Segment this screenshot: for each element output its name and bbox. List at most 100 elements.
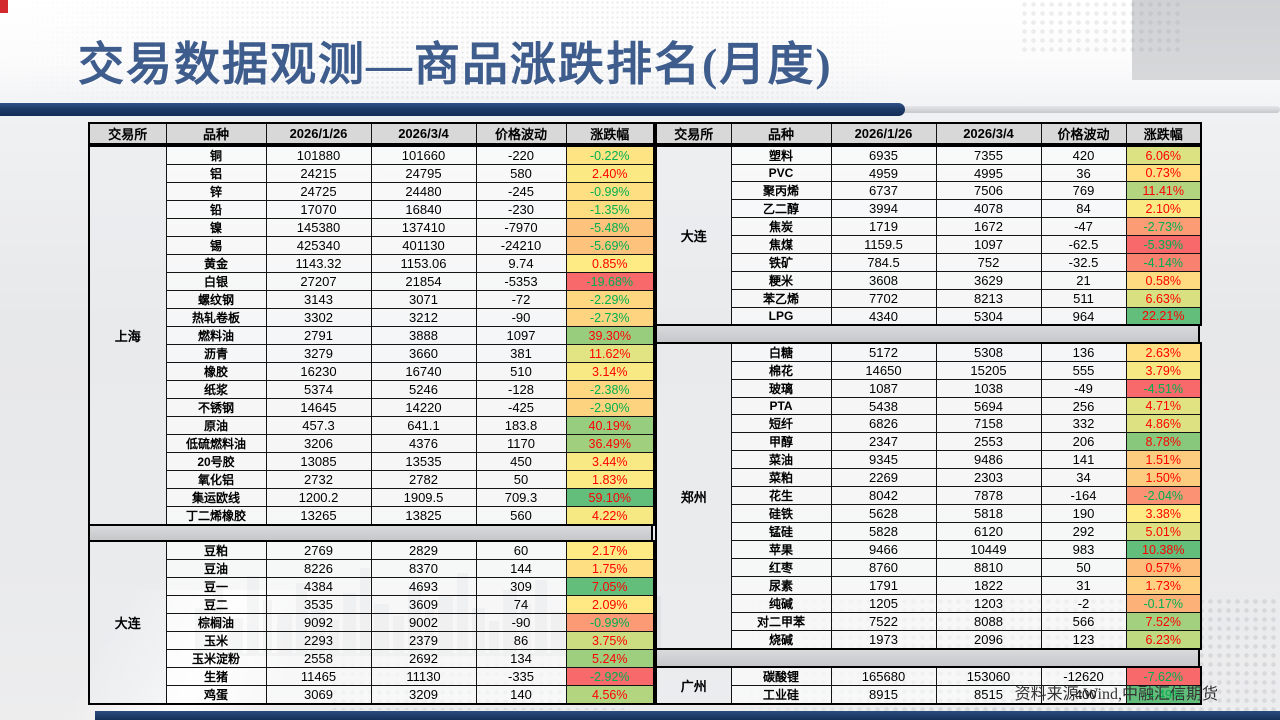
pct-change-cell: 7.05% [565, 577, 655, 596]
end-price-cell: 13825 [370, 506, 477, 526]
start-price-cell: 3994 [830, 199, 937, 218]
exchange-cell: 郑州 [655, 342, 732, 650]
start-price-cell: 2791 [265, 326, 372, 345]
start-price-cell: 5828 [830, 522, 937, 541]
price-change-cell: -47 [1040, 217, 1127, 236]
commodity-name-cell: 塑料 [730, 145, 832, 165]
end-price-cell: 5304 [935, 307, 1042, 326]
pct-change-cell: -0.22% [565, 145, 655, 165]
table-row: 玉米 2293 2379 86 3.75% [89, 631, 655, 650]
price-change-cell: 123 [1040, 630, 1127, 650]
start-price-cell: 8042 [830, 486, 937, 505]
title-underline-bar [0, 103, 905, 116]
price-change-cell: 50 [475, 470, 567, 489]
end-price-cell: 2829 [370, 540, 477, 560]
pct-change-cell: 2.10% [1125, 199, 1202, 218]
pct-change-cell: 3.44% [565, 452, 655, 471]
price-change-cell: 560 [475, 506, 567, 526]
price-change-cell: -220 [475, 145, 567, 165]
column-header-pct-change: 涨跌幅 [1125, 122, 1202, 145]
price-change-cell: -230 [475, 200, 567, 219]
pct-change-cell: -5.48% [565, 218, 655, 237]
pct-change-cell: -2.73% [1125, 217, 1202, 236]
end-price-cell: 3071 [370, 290, 477, 309]
start-price-cell: 3069 [265, 685, 372, 705]
table-row: 铝 24215 24795 580 2.40% [89, 164, 655, 183]
pct-change-cell: 5.24% [565, 649, 655, 668]
start-price-cell: 1205 [830, 594, 937, 613]
table-row: PTA 5438 5694 256 4.71% [656, 397, 1202, 415]
start-price-cell: 1159.5 [830, 235, 937, 254]
price-change-cell: 309 [475, 577, 567, 596]
end-price-cell: 3212 [370, 308, 477, 327]
commodity-name-cell: 热轧卷板 [165, 308, 267, 327]
price-change-cell: 31 [1040, 576, 1127, 595]
section-separator [655, 326, 1200, 342]
price-change-cell: 769 [1040, 181, 1127, 200]
commodity-name-cell: 锰硅 [730, 522, 832, 541]
commodity-name-cell: 原油 [165, 416, 267, 435]
start-price-cell: 3608 [830, 271, 937, 290]
price-change-cell: 21 [1040, 271, 1127, 290]
start-price-cell: 5374 [265, 380, 372, 399]
table-row: 纸浆 5374 5246 -128 -2.38% [89, 380, 655, 399]
table-row: 粳米 3608 3629 21 0.58% [656, 271, 1202, 290]
pct-change-cell: -2.90% [565, 398, 655, 417]
price-change-cell: 60 [475, 540, 567, 560]
table-header-row: 交易所 品种 2026/1/26 2026/3/4 价格波动 涨跌幅 [88, 122, 655, 145]
pct-change-cell: 0.57% [1125, 558, 1202, 577]
start-price-cell: 9345 [830, 450, 937, 469]
column-header-start-date: 2026/1/26 [830, 122, 937, 145]
commodity-name-cell: 铝 [165, 164, 267, 183]
start-price-cell: 16230 [265, 362, 372, 381]
end-price-cell: 2096 [935, 630, 1042, 650]
table-row: 豆一 4384 4693 309 7.05% [89, 577, 655, 596]
end-price-cell: 7355 [935, 145, 1042, 165]
commodity-name-cell: PTA [730, 397, 832, 415]
price-change-cell: -2 [1040, 594, 1127, 613]
commodity-name-cell: 不锈钢 [165, 398, 267, 417]
pct-change-cell: 2.40% [565, 164, 655, 183]
commodity-name-cell: 镍 [165, 218, 267, 237]
end-price-cell: 7158 [935, 414, 1042, 433]
price-change-cell: -128 [475, 380, 567, 399]
end-price-cell: 21854 [370, 272, 477, 291]
start-price-cell: 1200.2 [265, 488, 372, 507]
table-row: 大连 豆粕 2769 2829 60 2.17% [88, 540, 655, 705]
end-price-cell: 3609 [370, 595, 477, 614]
end-price-cell: 7878 [935, 486, 1042, 505]
pct-change-cell: 1.50% [1125, 468, 1202, 487]
table-row: 硅铁 5628 5818 190 3.38% [656, 504, 1202, 523]
table-row: 上海铜 101880 101660 -220 -0.22% [88, 145, 655, 526]
price-change-cell: -335 [475, 667, 567, 686]
commodity-name-cell: 碳酸锂 [730, 666, 832, 686]
column-header-end-date: 2026/3/4 [935, 122, 1042, 145]
pct-change-cell: -2.04% [1125, 486, 1202, 505]
table-row: LPG 4340 5304 964 22.21% [656, 307, 1202, 326]
start-price-cell: 4959 [830, 164, 937, 182]
table-row: 菜油 9345 9486 141 1.51% [656, 450, 1202, 469]
commodity-name-cell: 氧化铝 [165, 470, 267, 489]
price-change-cell: 332 [1040, 414, 1127, 433]
commodity-name-cell: 沥青 [165, 344, 267, 363]
price-change-cell: 555 [1040, 361, 1127, 380]
commodity-name-cell: 集运欧线 [165, 488, 267, 507]
pct-change-cell: -2.38% [565, 380, 655, 399]
section-separator [88, 526, 653, 540]
end-price-cell: 16740 [370, 362, 477, 381]
start-price-cell: 2558 [265, 649, 372, 668]
table-row: 郑州 白糖 5172 5308 136 2.63% [655, 342, 1202, 650]
table-row: 镍 145380 137410 -7970 -5.48% [89, 218, 655, 237]
end-price-cell: 24480 [370, 182, 477, 201]
commodity-name-cell: 纸浆 [165, 380, 267, 399]
table-row: 锡 425340 401130 -24210 -5.69% [89, 236, 655, 255]
price-change-cell: 9.74 [475, 254, 567, 273]
start-price-cell: 1973 [830, 630, 937, 650]
commodity-name-cell: 苹果 [730, 540, 832, 559]
column-header-price-change: 价格波动 [1040, 122, 1127, 145]
price-change-cell: -7970 [475, 218, 567, 237]
end-price-cell: 641.1 [370, 416, 477, 435]
table-row: 广州 碳酸锂 165680 153060 -12620 -7.62% [655, 666, 1202, 705]
commodity-name-cell: 锡 [165, 236, 267, 255]
price-change-cell: 141 [1040, 450, 1127, 469]
